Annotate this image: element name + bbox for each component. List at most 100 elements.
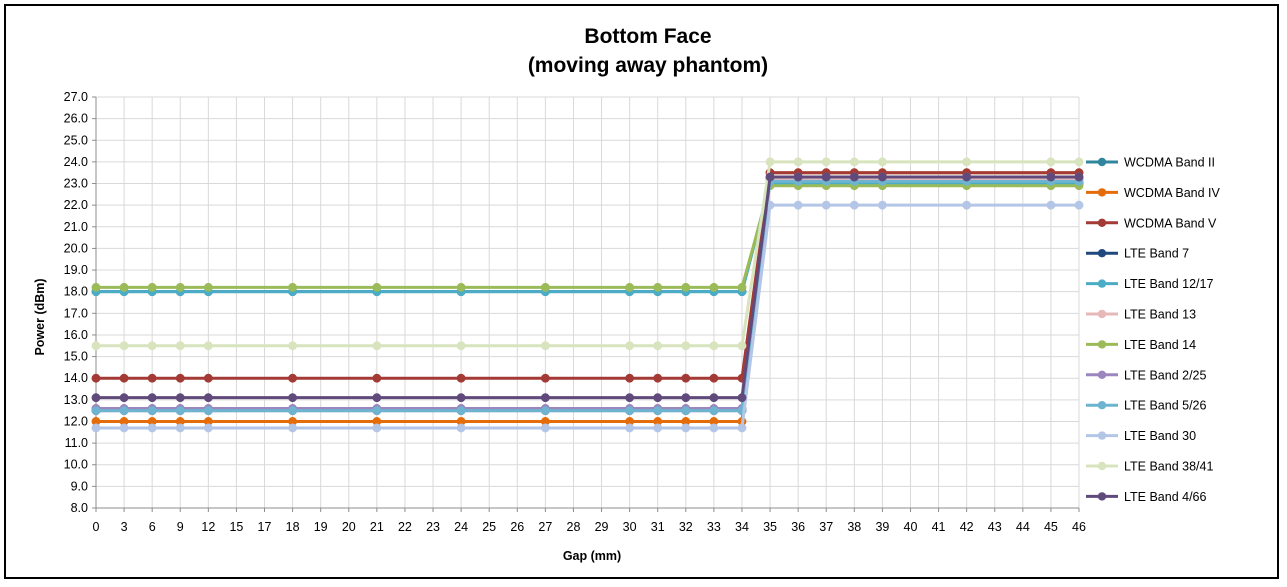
legend-label: WCDMA Band V (1124, 216, 1217, 230)
data-point (681, 282, 691, 292)
series-wcdma-band-ii (91, 179, 1084, 297)
legend-label: LTE Band 30 (1124, 429, 1196, 443)
y-tick-labels: 8.0 9.0 10.0 11.0 12.0 13.0 14.0 15.0 16.0 17.0 18… (64, 90, 88, 515)
x-tick-label: 32 (679, 520, 693, 534)
data-point (625, 423, 635, 433)
data-point (372, 423, 382, 433)
series-line (96, 184, 1079, 289)
x-tick-label: 26 (510, 520, 524, 534)
series-line (96, 175, 1079, 400)
x-tick-label: 21 (370, 520, 384, 534)
legend-marker (1097, 157, 1107, 167)
data-point (1074, 200, 1084, 210)
data-point (456, 341, 466, 351)
x-tick-label: 17 (258, 520, 272, 534)
legend-entry: LTE Band 5/26 (1086, 399, 1207, 413)
data-point (540, 373, 550, 383)
x-tick-label: 24 (454, 520, 468, 534)
data-point (765, 172, 775, 182)
data-point (119, 341, 129, 351)
data-point (540, 282, 550, 292)
data-point (147, 373, 157, 383)
legend-label: LTE Band 2/25 (1124, 368, 1207, 382)
axes (92, 96, 1080, 512)
data-point (821, 200, 831, 210)
x-tick-label: 33 (707, 520, 721, 534)
x-tick-label: 46 (1072, 520, 1086, 534)
series-line (96, 171, 1079, 423)
data-point (653, 373, 663, 383)
data-point (793, 172, 803, 182)
legend-marker (1097, 309, 1107, 319)
data-point (119, 282, 129, 292)
x-tick-label: 45 (1044, 520, 1058, 534)
y-tick-label: 8.0 (71, 501, 88, 515)
legend-entry: WCDMA Band IV (1086, 186, 1221, 200)
data-point (793, 157, 803, 167)
data-point (540, 341, 550, 351)
data-point (793, 200, 803, 210)
y-tick-label: 12.0 (64, 414, 88, 428)
legend-entry: LTE Band 4/66 (1086, 490, 1207, 504)
data-point (709, 282, 719, 292)
data-point (147, 282, 157, 292)
data-point (1046, 172, 1056, 182)
series-lte-band-4-66 (91, 172, 1084, 403)
data-point (147, 406, 157, 416)
legend-marker (1097, 188, 1107, 197)
x-tick-label: 3 (121, 520, 128, 534)
legend-entry: LTE Band 38/41 (1086, 460, 1213, 474)
data-point (175, 423, 185, 433)
data-point (709, 341, 719, 351)
x-tick-label: 29 (595, 520, 609, 534)
legend-entry: LTE Band 2/25 (1086, 368, 1207, 382)
gridlines (95, 96, 1080, 509)
data-point (737, 341, 747, 351)
data-point (1046, 157, 1056, 167)
x-tick-label: 12 (201, 520, 215, 534)
legend-label: WCDMA Band IV (1124, 186, 1221, 200)
x-tick-label: 31 (651, 520, 665, 534)
data-point (737, 423, 747, 433)
series-lte-band-5-26 (91, 176, 1084, 416)
data-point (849, 157, 859, 167)
data-point (737, 393, 747, 403)
data-point (372, 406, 382, 416)
legend-marker (1097, 461, 1107, 471)
y-tick-label: 26.0 (64, 112, 88, 126)
series-wcdma-band-v (91, 168, 1084, 383)
data-point (119, 373, 129, 383)
x-tick-label: 37 (819, 520, 833, 534)
data-point (849, 172, 859, 182)
data-point (540, 423, 550, 433)
x-tick-label: 43 (988, 520, 1002, 534)
series-line (96, 160, 1079, 348)
data-point (653, 282, 663, 292)
legend-entry: LTE Band 14 (1086, 338, 1196, 352)
legend-marker (1097, 218, 1107, 227)
y-tick-label: 20.0 (64, 241, 88, 255)
data-point (456, 393, 466, 403)
x-tick-label: 38 (847, 520, 861, 534)
chart-title-line-1: Bottom Face (584, 25, 711, 48)
series-lte-band-14 (91, 181, 1084, 292)
data-point (372, 341, 382, 351)
legend-label: LTE Band 13 (1124, 308, 1196, 322)
x-tick-label: 39 (875, 520, 889, 534)
legend-label: LTE Band 5/26 (1124, 399, 1207, 413)
data-point (625, 341, 635, 351)
y-tick-label: 11.0 (65, 436, 88, 450)
x-tick-label: 0 (93, 520, 100, 534)
series-line (96, 182, 1079, 294)
legend-entry: LTE Band 13 (1086, 308, 1196, 322)
data-point (1074, 172, 1084, 182)
data-point (681, 341, 691, 351)
data-point (681, 406, 691, 416)
data-point (625, 373, 635, 383)
x-tick-label: 20 (342, 520, 356, 534)
x-tick-label: 9 (177, 520, 184, 534)
x-tick-label: 41 (932, 520, 946, 534)
y-tick-label: 18.0 (64, 285, 88, 299)
x-tick-label: 18 (286, 520, 300, 534)
